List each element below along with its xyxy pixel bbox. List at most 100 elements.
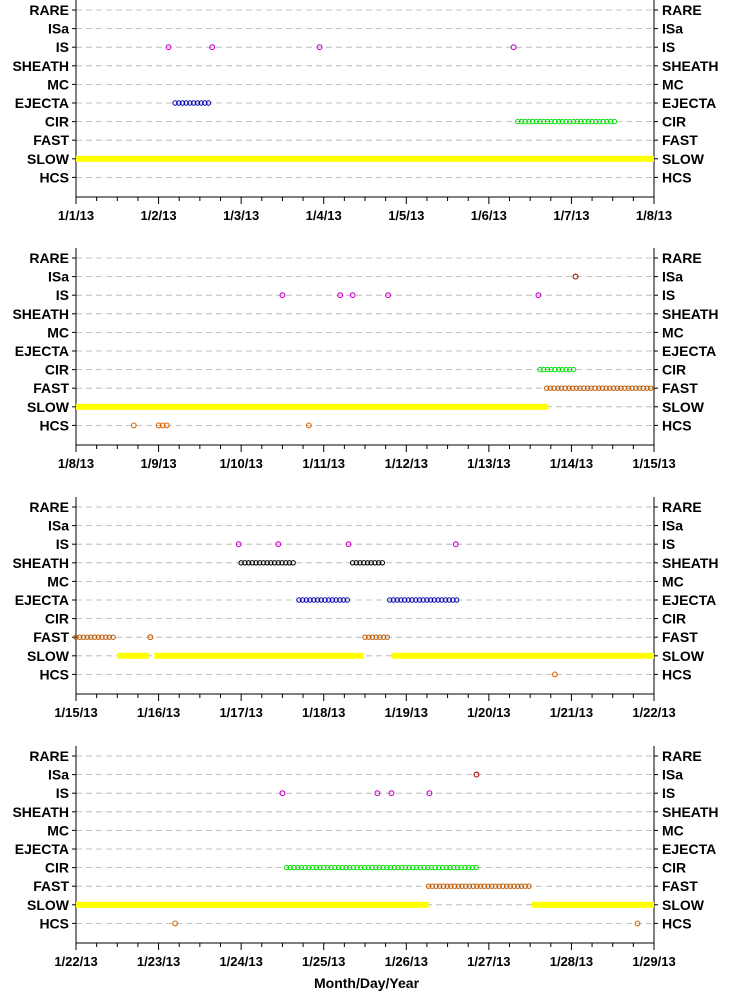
data-point-sheath <box>268 560 274 566</box>
y-label-right-hcs: HCS <box>662 417 692 433</box>
data-point-fast <box>581 385 587 391</box>
data-point-sheath <box>349 560 356 566</box>
data-point-cir <box>380 864 386 871</box>
data-point-cir <box>328 864 334 871</box>
x-tick-label: 1/26/13 <box>385 954 428 969</box>
data-point-hcs <box>305 422 312 429</box>
data-point-fast <box>610 385 617 391</box>
data-point-fast <box>577 385 583 391</box>
y-label-left-sheath: SHEATH <box>12 804 69 820</box>
data-point-cir <box>321 864 327 871</box>
data-point-cir <box>339 864 345 871</box>
y-label-left-hcs: HCS <box>39 666 69 682</box>
data-point-cir <box>451 864 457 871</box>
y-label-left-isa: ISa <box>48 767 69 783</box>
data-point-ejecta <box>318 597 324 603</box>
data-point-fast <box>636 385 643 391</box>
data-point-ejecta <box>172 100 178 106</box>
data-point-cir <box>585 118 592 125</box>
y-label-left-cir: CIR <box>45 362 69 378</box>
data-point-cir <box>309 864 316 871</box>
data-point-cir <box>365 864 372 871</box>
x-tick-label: 1/6/13 <box>471 208 507 223</box>
data-point-fast <box>625 385 632 391</box>
data-point-cir <box>413 864 420 871</box>
y-label-right-rare: RARE <box>662 748 702 764</box>
data-point-cir <box>354 864 360 871</box>
data-point-cir <box>361 864 368 871</box>
data-point-ejecta <box>420 597 426 603</box>
data-point-cir <box>399 864 405 871</box>
chart-panel-1: RARE RARE ISa ISa IS IS SHEATH SHEATH MC MC EJECTA… <box>12 0 719 223</box>
data-point-hcs <box>172 920 179 927</box>
y-label-left-mc: MC <box>47 324 69 340</box>
data-point-fast <box>503 883 510 889</box>
data-point-fast <box>492 883 499 889</box>
data-point-sheath <box>242 560 248 566</box>
data-point-sheath <box>364 560 371 566</box>
y-label-right-slow: SLOW <box>662 897 705 913</box>
data-point-sheath <box>375 560 382 566</box>
data-point-cir <box>317 864 323 871</box>
data-point-ejecta <box>325 597 332 603</box>
data-point-fast <box>647 385 654 391</box>
data-point-cir <box>436 864 442 871</box>
data-point-cir <box>373 864 379 871</box>
data-point-fast <box>463 883 469 889</box>
y-label-right-slow: SLOW <box>662 399 705 415</box>
data-point-cir <box>343 864 349 871</box>
data-point-sheath <box>372 560 378 566</box>
data-point-sheath <box>245 560 252 566</box>
data-point-ejecta <box>340 597 347 603</box>
y-label-left-hcs: HCS <box>39 169 69 185</box>
data-point-cir <box>541 366 547 373</box>
data-point-fast <box>429 883 435 889</box>
data-point-cir <box>458 864 464 871</box>
data-point-ejecta <box>424 597 430 603</box>
data-point-cir <box>428 864 435 871</box>
data-point-cir <box>537 118 543 125</box>
data-point-cir <box>544 366 551 373</box>
data-point-ejecta <box>190 100 197 106</box>
x-tick-label: 1/16/13 <box>137 705 180 720</box>
y-label-left-fast: FAST <box>33 380 69 396</box>
y-label-right-isa: ISa <box>662 767 683 783</box>
y-label-left-ejecta: EJECTA <box>15 95 69 111</box>
data-point-is <box>535 292 542 299</box>
y-label-right-ejecta: EJECTA <box>662 592 716 608</box>
data-point-cir <box>302 864 308 871</box>
data-point-fast <box>110 634 116 640</box>
y-label-right-is: IS <box>662 39 675 55</box>
data-point-cir <box>298 864 305 871</box>
data-point-ejecta <box>435 597 441 603</box>
data-point-cir <box>410 864 416 871</box>
data-point-sheath <box>253 560 259 566</box>
x-tick-label: 1/1/13 <box>58 208 94 223</box>
x-tick-label: 1/11/13 <box>302 456 345 471</box>
data-point-sheath <box>368 560 374 566</box>
data-point-fast <box>380 634 387 640</box>
y-label-right-isa: ISa <box>662 21 683 37</box>
data-point-sheath <box>264 560 270 566</box>
data-point-ejecta <box>409 597 415 603</box>
data-point-fast <box>603 385 609 391</box>
y-label-right-is: IS <box>662 785 675 801</box>
data-point-cir <box>548 118 554 125</box>
data-point-fast <box>607 385 613 391</box>
data-point-cir <box>462 864 468 871</box>
data-point-ejecta <box>450 597 456 603</box>
data-point-fast <box>614 385 620 391</box>
y-label-right-sheath: SHEATH <box>662 58 719 74</box>
chart-panel-2: RARE RARE ISa ISa IS IS SHEATH SHEATH MC MC EJECTA… <box>12 248 719 471</box>
data-point-fast <box>362 634 368 640</box>
x-tick-label: 1/29/13 <box>632 954 675 969</box>
data-point-cir <box>600 118 606 125</box>
data-point-cir <box>593 118 599 125</box>
y-label-right-fast: FAST <box>662 629 698 645</box>
data-point-fast <box>592 385 598 391</box>
data-point-fast <box>481 883 488 889</box>
data-point-fast <box>547 385 554 391</box>
data-band-slow <box>117 652 149 659</box>
data-point-fast <box>95 634 101 640</box>
data-point-fast <box>618 385 624 391</box>
